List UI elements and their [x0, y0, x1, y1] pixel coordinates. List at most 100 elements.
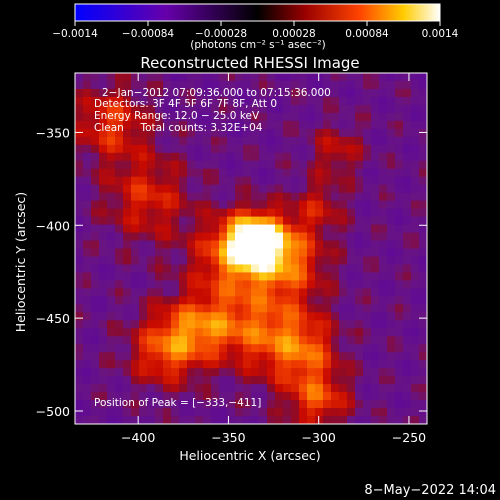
heatmap-cell [275, 184, 284, 194]
heatmap-cell [163, 184, 172, 194]
heatmap-cell [411, 160, 420, 170]
heatmap-cell [411, 232, 420, 241]
heatmap-cell [227, 192, 236, 202]
heatmap-cell [307, 192, 316, 202]
heatmap-cell [83, 208, 92, 217]
heatmap-cell [147, 392, 156, 401]
heatmap-cell [315, 312, 324, 321]
heatmap-cell [179, 376, 188, 385]
heatmap-cell [219, 272, 228, 281]
heatmap-cell [147, 304, 156, 313]
heatmap-cell [131, 416, 140, 425]
heatmap-cell [355, 400, 364, 409]
heatmap-cell [243, 232, 252, 241]
heatmap-cell [267, 96, 276, 106]
heatmap-cell [363, 304, 372, 313]
heatmap-cell [307, 248, 316, 257]
heatmap-cell [195, 400, 204, 409]
heatmap-cell [315, 96, 324, 106]
heatmap-cell [387, 416, 396, 425]
heatmap-cell [387, 128, 396, 138]
heatmap-cell [395, 344, 404, 353]
heatmap-cell [267, 352, 276, 361]
heatmap-cell [115, 328, 124, 337]
heatmap-cell [139, 368, 148, 377]
heatmap-cell [363, 184, 372, 194]
heatmap-cell [267, 288, 276, 297]
heatmap-cell [403, 128, 412, 138]
heatmap-cell [123, 416, 132, 425]
heatmap-cell [123, 80, 132, 90]
heatmap-cell [307, 416, 316, 425]
heatmap-cell [347, 352, 356, 361]
heatmap-cell [243, 73, 252, 82]
heatmap-cell [187, 248, 196, 257]
heatmap-cell [107, 376, 116, 385]
heatmap-cell [267, 160, 276, 170]
heatmap-cell [187, 256, 196, 265]
heatmap-cell [195, 248, 204, 257]
heatmap-cell [219, 304, 228, 313]
heatmap-cell [83, 264, 92, 273]
heatmap-cell [315, 280, 324, 289]
heatmap-cell [291, 136, 300, 146]
heatmap-cell [75, 88, 84, 98]
heatmap-cell [379, 224, 388, 233]
colorbar-tick-label: 0.0014 [422, 28, 459, 40]
heatmap-cell [323, 328, 332, 337]
heatmap-cell [235, 128, 244, 138]
heatmap-cell [155, 344, 164, 353]
heatmap-cell [75, 384, 84, 393]
heatmap-cell [99, 136, 108, 146]
heatmap-cell [331, 296, 340, 305]
heatmap-cell [163, 400, 172, 409]
heatmap-cell [99, 312, 108, 321]
heatmap-cell [99, 304, 108, 313]
heatmap-cell [291, 328, 300, 337]
heatmap-cell [339, 384, 348, 393]
heatmap-cell [323, 304, 332, 313]
heatmap-cell [107, 272, 116, 281]
heatmap-cell [259, 73, 268, 82]
heatmap-cell [99, 264, 108, 273]
heatmap-cell [99, 320, 108, 329]
heatmap-cell [355, 368, 364, 377]
colorbar-frame [74, 3, 441, 22]
heatmap-cell [379, 152, 388, 162]
heatmap-cell [323, 256, 332, 265]
heatmap-cell [331, 344, 340, 353]
heatmap-cell [235, 160, 244, 170]
heatmap-cell [235, 416, 244, 425]
heatmap-cell [219, 144, 228, 154]
heatmap-cell [387, 272, 396, 281]
heatmap-cell [291, 336, 300, 345]
heatmap-cell [123, 232, 132, 241]
heatmap-cell [315, 168, 324, 178]
heatmap-cell [275, 73, 284, 82]
heatmap-cell [331, 288, 340, 297]
heatmap-cell [275, 96, 284, 106]
heatmap-cell [275, 80, 284, 90]
heatmap-cell [91, 232, 100, 241]
heatmap-cell [99, 200, 108, 210]
heatmap-cell [323, 384, 332, 393]
heatmap-cell [147, 272, 156, 281]
heatmap-cell [211, 224, 220, 233]
heatmap-cell [315, 416, 324, 425]
heatmap-cell [187, 128, 196, 138]
heatmap-cell [347, 128, 356, 138]
heatmap-cell [259, 192, 268, 202]
heatmap-cell [347, 240, 356, 249]
heatmap-cell [355, 320, 364, 329]
heatmap-cell [107, 160, 116, 170]
heatmap-cell [347, 200, 356, 210]
heatmap-cell [171, 88, 180, 98]
heatmap-cell [259, 352, 268, 361]
heatmap-cell [75, 344, 84, 353]
heatmap-cell [83, 312, 92, 321]
heatmap-cell [267, 240, 276, 249]
heatmap-cell [187, 144, 196, 154]
heatmap-cell [251, 73, 260, 82]
heatmap-cell [307, 112, 316, 122]
heatmap-cell [99, 232, 108, 241]
